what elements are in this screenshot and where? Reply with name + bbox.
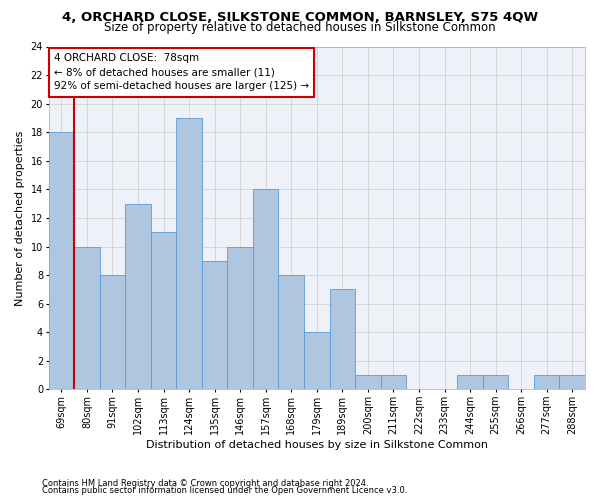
Bar <box>253 190 278 390</box>
Text: Contains public sector information licensed under the Open Government Licence v3: Contains public sector information licen… <box>42 486 407 495</box>
Text: 4, ORCHARD CLOSE, SILKSTONE COMMON, BARNSLEY, S75 4QW: 4, ORCHARD CLOSE, SILKSTONE COMMON, BARN… <box>62 11 538 24</box>
Bar <box>483 375 508 390</box>
Bar <box>278 275 304 390</box>
Bar <box>457 375 483 390</box>
Bar <box>125 204 151 390</box>
Text: Contains HM Land Registry data © Crown copyright and database right 2024.: Contains HM Land Registry data © Crown c… <box>42 478 368 488</box>
Bar <box>176 118 202 390</box>
Bar <box>380 375 406 390</box>
Text: Size of property relative to detached houses in Silkstone Common: Size of property relative to detached ho… <box>104 21 496 34</box>
Bar <box>534 375 559 390</box>
Bar <box>74 246 100 390</box>
Bar <box>100 275 125 390</box>
Bar <box>151 232 176 390</box>
Y-axis label: Number of detached properties: Number of detached properties <box>15 130 25 306</box>
Bar <box>559 375 585 390</box>
Bar <box>355 375 380 390</box>
Bar <box>227 246 253 390</box>
Bar <box>49 132 74 390</box>
Bar <box>202 261 227 390</box>
Text: 4 ORCHARD CLOSE:  78sqm
← 8% of detached houses are smaller (11)
92% of semi-det: 4 ORCHARD CLOSE: 78sqm ← 8% of detached … <box>54 54 309 92</box>
Bar <box>329 290 355 390</box>
Bar <box>304 332 329 390</box>
X-axis label: Distribution of detached houses by size in Silkstone Common: Distribution of detached houses by size … <box>146 440 488 450</box>
